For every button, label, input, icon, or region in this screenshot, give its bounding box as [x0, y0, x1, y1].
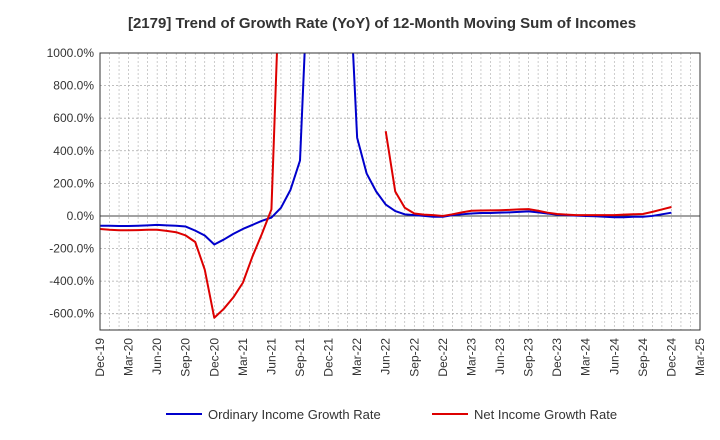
x-tick-label: Sep-22: [407, 338, 421, 377]
series-line-net-income: [384, 131, 672, 217]
x-tick-label: Sep-20: [179, 338, 193, 377]
y-tick-label: 600.0%: [53, 111, 94, 125]
legend-label: Net Income Growth Rate: [474, 407, 617, 422]
legend-label: Ordinary Income Growth Rate: [208, 407, 381, 422]
chart-title: [2179] Trend of Growth Rate (YoY) of 12-…: [128, 15, 636, 32]
x-tick-label: Jun-23: [493, 338, 507, 375]
x-tick-label: Mar-23: [464, 338, 478, 376]
y-tick-label: 200.0%: [53, 176, 94, 190]
y-tick-label: -200.0%: [49, 242, 94, 256]
plot-frame: [99, 52, 701, 331]
x-tick-label: Jun-22: [379, 338, 393, 375]
x-tick-label: Mar-25: [693, 338, 707, 376]
y-tick-label: 800.0%: [53, 79, 94, 93]
x-tick-label: Mar-21: [236, 338, 250, 376]
x-axis-tick-labels: Dec-19 Mar-20 Jun-20 Sep-20 Dec-20 Mar-21 Jun-…: [93, 338, 707, 377]
x-tick-label: Mar-20: [122, 338, 136, 376]
series-line-net-income: [100, 53, 278, 319]
y-tick-label: 400.0%: [53, 144, 94, 158]
x-tick-label: Jun-20: [150, 338, 164, 375]
y-tick-label: -600.0%: [49, 307, 94, 321]
x-tick-label: Jun-24: [607, 338, 621, 375]
x-tick-label: Sep-24: [636, 338, 650, 377]
x-tick-label: Dec-22: [436, 338, 450, 377]
series-lines: [100, 53, 672, 319]
x-tick-label: Dec-19: [93, 338, 107, 377]
y-tick-label: 1000.0%: [47, 46, 95, 60]
x-tick-label: Jun-21: [264, 338, 278, 375]
y-tick-label: -400.0%: [49, 274, 94, 288]
x-tick-label: Mar-22: [350, 338, 364, 376]
x-tick-label: Sep-21: [293, 338, 307, 377]
legend: Ordinary Income Growth Rate Net Income Gr…: [166, 407, 617, 422]
x-tick-label: Sep-23: [522, 338, 536, 377]
x-tick-label: Dec-21: [322, 338, 336, 377]
y-tick-label: 0.0%: [67, 209, 95, 223]
y-axis-tick-labels: 1000.0% 800.0% 600.0% 400.0% 200.0% 0.0% -200.…: [47, 46, 95, 321]
x-tick-label: Mar-24: [579, 338, 593, 376]
x-tick-label: Dec-24: [664, 338, 678, 377]
grid: [100, 52, 700, 330]
x-tick-label: Dec-20: [207, 338, 221, 377]
x-tick-label: Dec-23: [550, 338, 564, 377]
